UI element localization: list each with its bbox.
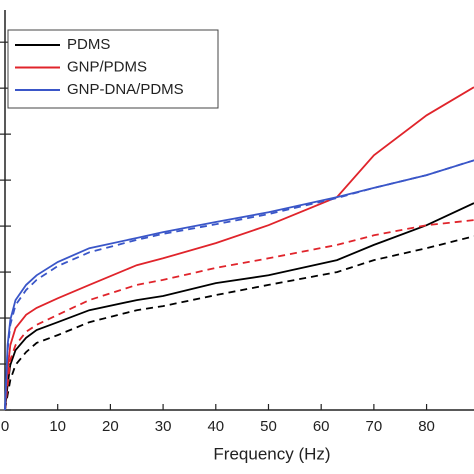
data-line bbox=[4, 86, 474, 411]
x-tick-label: 60 bbox=[313, 418, 330, 435]
x-tick-label: 80 bbox=[418, 418, 435, 435]
legend-label: GNP/PDMS bbox=[67, 58, 147, 75]
x-tick-label: 70 bbox=[366, 418, 383, 435]
legend-label: PDMS bbox=[67, 36, 110, 53]
data-line bbox=[4, 202, 474, 411]
data-line bbox=[4, 159, 474, 411]
legend-box bbox=[7, 29, 219, 109]
x-tick-label: 10 bbox=[49, 418, 66, 435]
x-tick-label: 30 bbox=[155, 418, 172, 435]
legend-label: GNP-DNA/PDMS bbox=[67, 81, 184, 98]
x-axis-label: Frequency (Hz) bbox=[213, 444, 330, 463]
x-tick-label: 0 bbox=[1, 418, 9, 435]
data-line bbox=[4, 235, 474, 411]
x-tick-label: 40 bbox=[207, 418, 224, 435]
x-tick-label: 20 bbox=[102, 418, 119, 435]
x-tick-label: 50 bbox=[260, 418, 277, 435]
data-line bbox=[4, 219, 474, 411]
